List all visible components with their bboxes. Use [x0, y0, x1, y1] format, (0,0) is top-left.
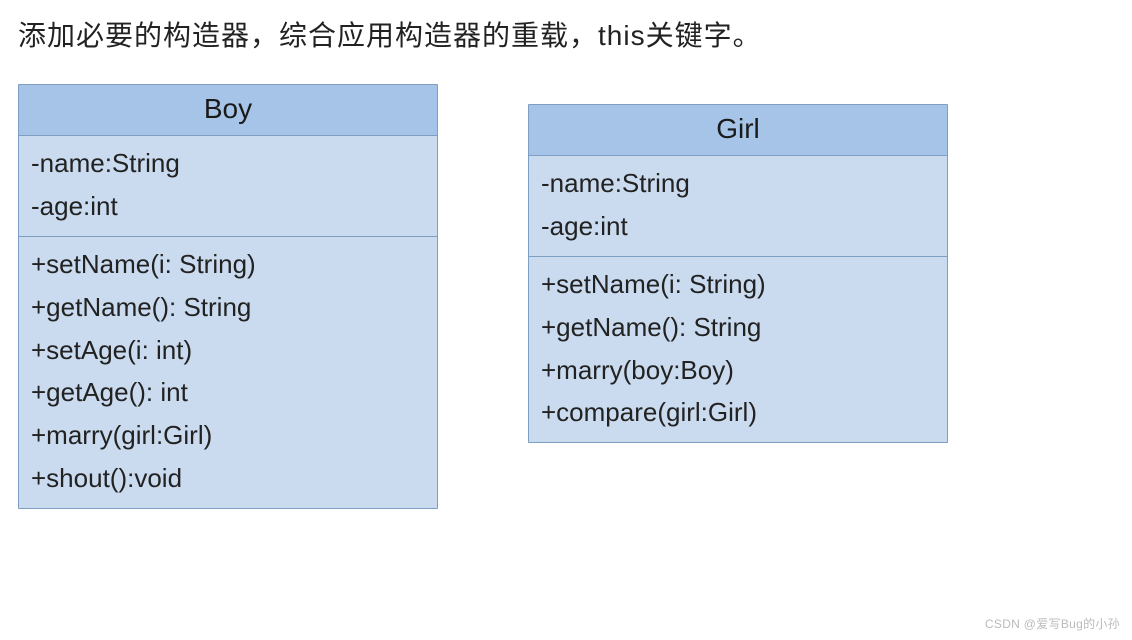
- uml-diagram-area: Boy -name:String-age:int +setName(i: Str…: [18, 84, 1114, 509]
- boy-method-line: +setAge(i: int): [31, 329, 425, 372]
- boy-method-line: +shout():void: [31, 457, 425, 500]
- girl-method-line: +compare(girl:Girl): [541, 391, 935, 434]
- girl-method-line: +setName(i: String): [541, 263, 935, 306]
- uml-class-boy-methods: +setName(i: String)+getName(): String+se…: [19, 236, 437, 508]
- uml-class-boy: Boy -name:String-age:int +setName(i: Str…: [18, 84, 438, 509]
- instruction-text: 添加必要的构造器，综合应用构造器的重载，this关键字。: [18, 14, 1114, 54]
- girl-attribute-line: -name:String: [541, 162, 935, 205]
- uml-class-boy-attributes: -name:String-age:int: [19, 135, 437, 236]
- uml-class-girl-title: Girl: [529, 105, 947, 155]
- boy-method-line: +getAge(): int: [31, 371, 425, 414]
- boy-method-line: +setName(i: String): [31, 243, 425, 286]
- boy-attribute-line: -name:String: [31, 142, 425, 185]
- uml-class-boy-title: Boy: [19, 85, 437, 135]
- uml-class-girl-methods: +setName(i: String)+getName(): String+ma…: [529, 256, 947, 443]
- uml-class-girl-attributes: -name:String-age:int: [529, 155, 947, 256]
- girl-method-line: +getName(): String: [541, 306, 935, 349]
- girl-attribute-line: -age:int: [541, 205, 935, 248]
- boy-method-line: +getName(): String: [31, 286, 425, 329]
- watermark-text: CSDN @爱写Bug的小孙: [985, 615, 1120, 632]
- girl-method-line: +marry(boy:Boy): [541, 349, 935, 392]
- uml-class-girl: Girl -name:String-age:int +setName(i: St…: [528, 104, 948, 443]
- boy-method-line: +marry(girl:Girl): [31, 414, 425, 457]
- boy-attribute-line: -age:int: [31, 185, 425, 228]
